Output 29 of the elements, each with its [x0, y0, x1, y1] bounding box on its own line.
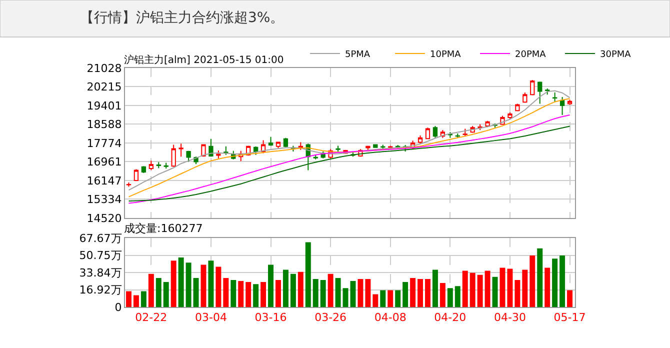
chart-subtitle: 沪铝主力[alm] 2021-05-15 01:00 — [124, 54, 284, 66]
x-tick-label: 03-04 — [194, 311, 227, 324]
y-tick-label: 21028 — [86, 62, 122, 75]
x-tick-label: 04-20 — [434, 311, 466, 324]
chart-title: 成交量:160277 — [124, 222, 203, 235]
legend-label: 30PMA — [600, 50, 632, 60]
legend-label: 5PMA — [345, 50, 371, 60]
y-tick-label: 16147 — [86, 174, 122, 188]
y-tick-label: 17774 — [86, 136, 122, 150]
x-tick-label: 03-26 — [314, 311, 347, 324]
y-tick-label: 33.84万 — [79, 266, 122, 280]
y-tick-label: 19401 — [86, 99, 122, 112]
y-tick-label: 0 — [114, 300, 122, 314]
chart-title: 【行情】沪铝主力合约涨超3%。 — [80, 10, 284, 26]
x-tick-label: 05-17 — [554, 311, 586, 324]
x-tick-label: 02-22 — [135, 311, 168, 324]
x-tick-label: 04-08 — [374, 311, 406, 324]
y-tick-label: 16961 — [86, 156, 122, 169]
y-tick-label: 67.67万 — [79, 232, 122, 245]
y-tick-label: 14520 — [86, 212, 122, 225]
legend-label: 10PMA — [430, 50, 462, 60]
y-tick-label: 16.92万 — [79, 284, 122, 297]
x-tick-label: 03-16 — [254, 311, 287, 324]
y-tick-label: 50.75万 — [79, 249, 122, 262]
x-tick-label: 04-30 — [494, 311, 526, 324]
y-tick-label: 18588 — [86, 118, 122, 132]
y-tick-label: 20215 — [86, 80, 122, 94]
y-tick-label: 15334 — [86, 193, 122, 206]
legend-label: 20PMA — [515, 50, 547, 60]
